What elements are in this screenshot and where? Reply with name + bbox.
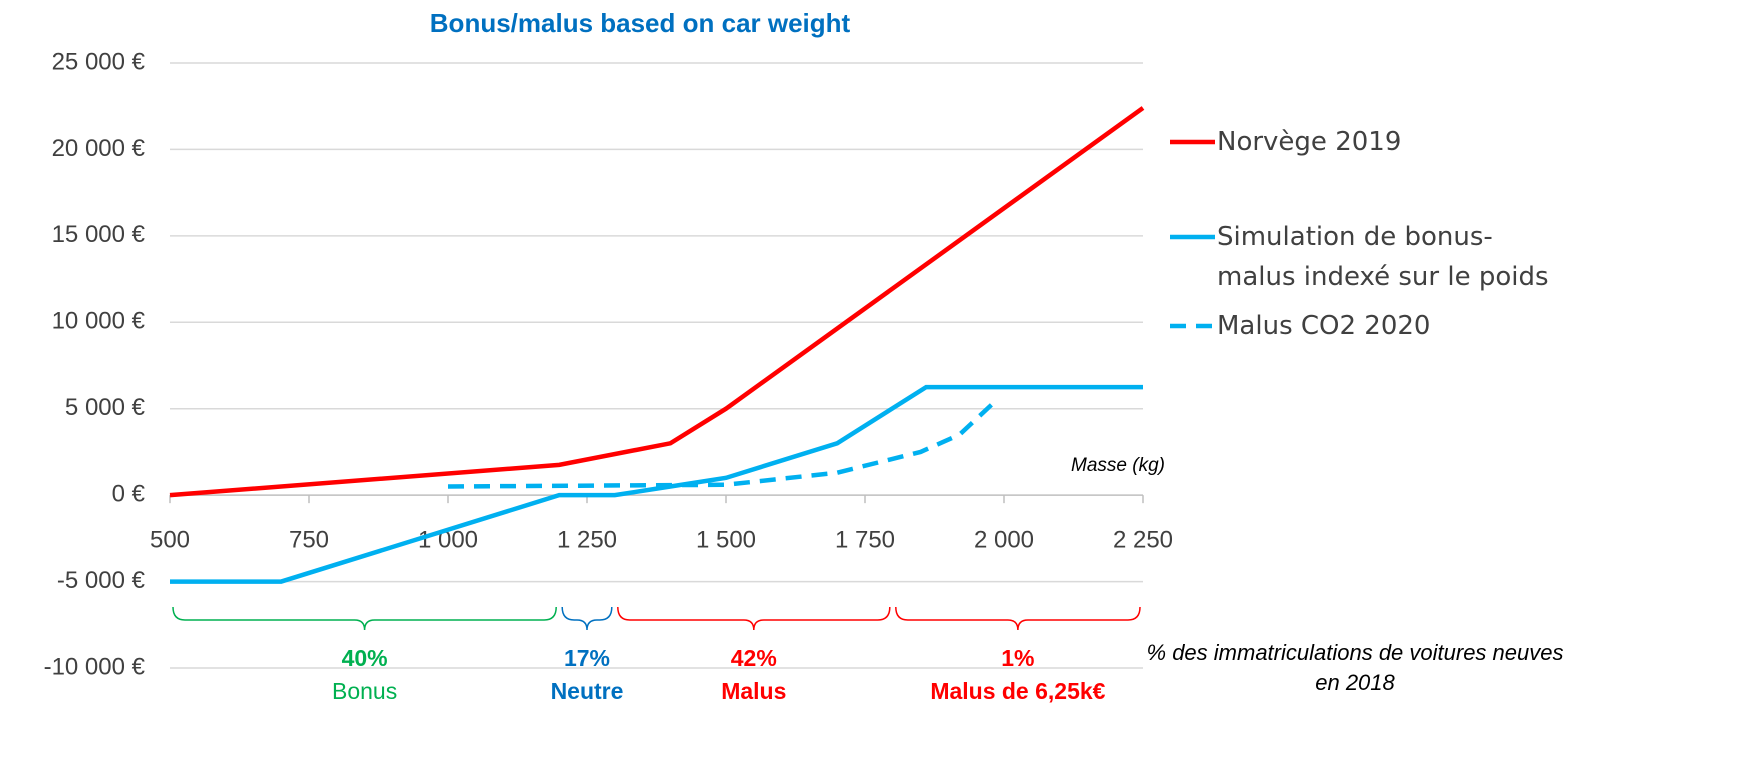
series-line (169, 106, 1145, 498)
x-tick-label: 1 250 (557, 526, 617, 553)
group-share: 17% (564, 645, 610, 671)
brace (617, 606, 891, 631)
legend-label: Norvège 2019 (1217, 127, 1402, 157)
series-line (447, 401, 995, 489)
group-label: Bonus (332, 678, 397, 704)
group-label: Malus de 6,25k€ (930, 678, 1105, 704)
note: % des immatriculations de voitures neuve… (1146, 640, 1564, 695)
x-tick-label: 2 250 (1113, 526, 1173, 553)
brace (561, 606, 613, 631)
chart-title: Bonus/malus based on car weight (430, 8, 851, 38)
y-tick-label: 15 000 € (52, 221, 146, 248)
y-tick-label: 25 000 € (52, 48, 146, 75)
y-tick-label: 5 000 € (65, 394, 146, 421)
brace (895, 606, 1141, 631)
group-share: 40% (342, 645, 388, 671)
group-share: 1% (1001, 645, 1034, 671)
legend-label: Malus CO2 2020 (1217, 311, 1431, 341)
x-tick-label: 2 000 (974, 526, 1034, 553)
y-tick-label: 0 € (112, 480, 146, 507)
y-tick-label: 20 000 € (52, 135, 146, 162)
y-tick-label: -10 000 € (44, 653, 146, 680)
x-tick-label: 750 (289, 526, 329, 553)
group-label: Neutre (551, 678, 624, 704)
x-axis-label: Masse (kg) (1071, 455, 1165, 476)
y-tick-label: -5 000 € (57, 567, 146, 594)
brace (172, 606, 557, 631)
x-tick-label: 500 (150, 526, 190, 553)
group-share: 42% (731, 645, 777, 671)
x-tick-label: 1 500 (696, 526, 756, 553)
x-tick-label: 1 750 (835, 526, 895, 553)
y-tick-label: 10 000 € (52, 308, 146, 335)
group-label: Malus (721, 678, 786, 704)
legend-label: Simulation de bonus-malus indexé sur le … (1217, 222, 1549, 292)
